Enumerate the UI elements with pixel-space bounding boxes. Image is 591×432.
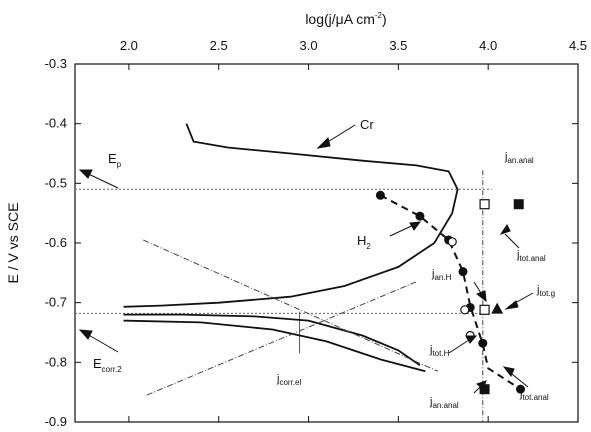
x-tick-label: 2.0 [120,38,138,53]
open-square-point [479,304,490,315]
jtoth-arrow-head [465,335,478,344]
lower-curve-a [123,313,421,367]
ecorr-label: Ecorr.2 [93,356,122,374]
plot-frame [74,63,579,423]
h2-arrow-head [409,221,422,231]
filled-circle-point [478,338,488,348]
ep-arrow-head [78,169,93,179]
y-tick-label: -0.3 [45,56,67,71]
y-tick-label: -0.9 [45,414,67,429]
open-square-point [479,199,490,210]
open-circle-point [460,305,470,315]
h2-label: H2 [357,233,371,251]
ep-label: Ep [108,151,122,169]
tafel-line-a [143,239,439,372]
curves [123,123,522,396]
y-tick-label: -0.5 [45,175,67,190]
jananal-top-label: jan.anal [504,151,534,165]
cr-arrow-head [316,137,331,149]
jtotanal-arrow [504,233,520,249]
y-tick-label: -0.4 [45,116,67,131]
filled-circle-point [415,211,425,221]
jtotanal-label: jtot.anal [516,249,546,263]
filled-square-point [513,199,524,210]
janh-label: jan.H [431,268,452,282]
axis-ticks: 2.0 2.5 3.0 3.5 4.0 4.5 -0.3 -0.4 -0.5 -0.6 -0.7 -0… [45,38,587,429]
tafel-line-b [146,281,417,396]
jtotg-arrow-head [504,300,519,310]
ecorr-arrow-head [78,329,93,340]
jananal-bot-arrow-head [475,380,487,390]
lower-curve-b [123,319,426,373]
x-tick-label: 3.5 [389,38,407,53]
x-tick-label: 3.0 [299,38,317,53]
cr-label: Cr [360,117,374,132]
filled-square-point [479,384,490,395]
reference-lines [75,170,492,422]
y-tick-label: -0.8 [45,354,67,369]
triangle-point [491,302,504,314]
x-tick-label: 2.5 [210,38,228,53]
y-tick-label: -0.7 [45,295,67,310]
jtotanal-bot-label: jtot.anal [519,388,549,402]
jananal-bot-label: jan.anal [429,396,459,410]
x-axis-title: log(j/μA cm-2) [305,11,386,27]
janh-arrow-head [475,290,487,303]
jtotg-label: jtot.g [536,284,555,298]
jtoth-label: jtot.H [429,344,450,358]
filled-circle-point [516,384,526,394]
open-circle-point [447,237,457,247]
data-markers [375,190,526,395]
cr-curve [123,123,459,308]
jtotanal-arrow-head [499,224,511,235]
jcorr-label: jcorr.el [276,373,301,387]
filled-circle-point [375,190,385,200]
x-tick-label: 4.0 [479,38,497,53]
y-axis-title: E / V vs SCE [5,203,21,284]
x-tick-label: 4.5 [569,38,587,53]
filled-circle-point [458,267,468,277]
jtotanal-bot-arrow-head [502,366,515,377]
y-tick-label: -0.6 [45,235,67,250]
annotation-arrows [78,124,534,394]
h2-dashed-curve [379,194,522,391]
